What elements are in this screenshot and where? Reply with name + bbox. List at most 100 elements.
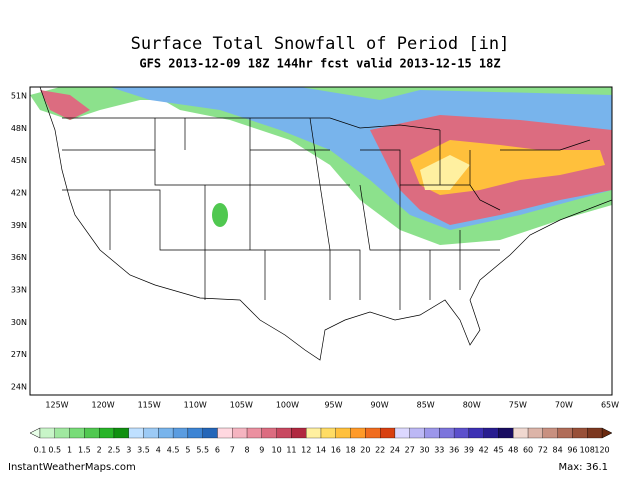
colorbar-box <box>217 427 233 439</box>
map <box>29 86 613 396</box>
lat-label: 36N <box>11 253 27 262</box>
lon-label: 80W <box>463 401 481 410</box>
colorbar-box <box>394 427 410 439</box>
colorbar-box <box>202 427 218 439</box>
colorbar-box <box>498 427 514 439</box>
colorbar-label: 6 <box>215 446 220 455</box>
colorbar-label: 27 <box>405 446 415 455</box>
colorbar-box <box>424 427 440 439</box>
colorbar-box <box>468 427 484 439</box>
colorbar-label: 0.5 <box>48 446 61 455</box>
max-value: Max: 36.1 <box>559 462 609 473</box>
lon-label: 125W <box>45 401 68 410</box>
colorbar-box <box>306 427 322 439</box>
colorbar-box <box>99 427 115 439</box>
snow-rockies <box>212 203 228 227</box>
colorbar-label: 0.1 <box>34 446 47 455</box>
colorbar-box <box>158 427 174 439</box>
colorbar-label: 5.5 <box>196 446 209 455</box>
colorbar-label: 5 <box>185 446 190 455</box>
colorbar-label: 30 <box>419 446 429 455</box>
colorbar-box <box>409 427 425 439</box>
colorbar-box <box>143 427 159 439</box>
lon-label: 65W <box>601 401 619 410</box>
lat-label: 51N <box>11 92 27 101</box>
colorbar-label: 108 <box>580 446 595 455</box>
colorbar-label: 12 <box>301 446 311 455</box>
colorbar-label: 20 <box>360 446 370 455</box>
colorbar-label: 16 <box>331 446 341 455</box>
colorbar-label: 1.5 <box>78 446 91 455</box>
colorbar-label: 18 <box>345 446 355 455</box>
lon-label: 90W <box>371 401 389 410</box>
colorbar-box <box>439 427 455 439</box>
colorbar-box <box>39 427 55 439</box>
subtitle: GFS 2013-12-09 18Z 144hr fcst valid 2013… <box>139 57 500 71</box>
lon-label: 95W <box>324 401 342 410</box>
colorbar-box <box>320 427 336 439</box>
colorbar-label: 36 <box>449 446 459 455</box>
snow-yellow <box>420 155 470 190</box>
lat-label: 39N <box>11 221 27 230</box>
colorbar-label: 8 <box>245 446 250 455</box>
source: InstantWeatherMaps.com <box>8 462 136 473</box>
colorbar-box <box>172 427 189 439</box>
snow-west <box>40 90 90 120</box>
lat-label: 24N <box>11 383 27 392</box>
colorbar-box <box>453 427 470 439</box>
colorbar-label: 33 <box>434 446 444 455</box>
lat-label: 30N <box>11 318 27 327</box>
lat-label: 45N <box>11 156 27 165</box>
colorbar-label: 84 <box>553 446 563 455</box>
colorbar-box <box>54 427 70 439</box>
colorbar-box <box>187 427 203 439</box>
snow-orange <box>410 140 605 195</box>
lat-label: 33N <box>11 286 27 295</box>
lat-label: 48N <box>11 124 27 133</box>
lon-label: 85W <box>417 401 435 410</box>
colorbar-label: 4.5 <box>167 446 180 455</box>
colorbar-label: 39 <box>464 446 474 455</box>
colorbar-label: 7 <box>230 446 235 455</box>
colorbar-box <box>291 427 307 439</box>
colorbar-box <box>232 427 248 439</box>
lon-label: 120W <box>91 401 114 410</box>
colorbar-label: 24 <box>390 446 400 455</box>
colorbar-box <box>261 427 277 439</box>
colorbar-box <box>69 427 85 439</box>
colorbar-box <box>513 427 529 439</box>
lon-label: 70W <box>555 401 573 410</box>
colorbar-box <box>276 427 292 439</box>
colorbar-label: 3.5 <box>137 446 150 455</box>
lon-label: 100W <box>276 401 299 410</box>
colorbar-box <box>128 427 144 439</box>
colorbar-label: 14 <box>316 446 326 455</box>
colorbar-box <box>587 427 603 439</box>
colorbar-box <box>557 427 573 439</box>
lon-label: 105W <box>230 401 253 410</box>
colorbar-box <box>84 427 100 439</box>
colorbar-box <box>335 427 351 439</box>
colorbar-label: 120 <box>594 446 609 455</box>
colorbar-label: 2 <box>97 446 102 455</box>
colorbar-box <box>527 427 543 439</box>
lon-label: 115W <box>138 401 161 410</box>
colorbar-box <box>246 427 262 439</box>
lon-label: 110W <box>184 401 207 410</box>
colorbar-label: 4 <box>156 446 161 455</box>
colorbar-label: 9 <box>259 446 264 455</box>
lon-label: 75W <box>509 401 527 410</box>
colorbar-label: 45 <box>493 446 503 455</box>
colorbar-label: 72 <box>538 446 548 455</box>
colorbar-box <box>572 427 588 439</box>
colorbar-box <box>380 427 396 439</box>
colorbar-label: 3 <box>126 446 131 455</box>
colorbar-label: 10 <box>272 446 282 455</box>
colorbar-label: 22 <box>375 446 385 455</box>
colorbar-label: 60 <box>523 446 533 455</box>
title: Surface Total Snowfall of Period [in] <box>131 34 510 54</box>
lat-label: 27N <box>11 350 27 359</box>
colorbar-box <box>542 427 558 439</box>
colorbar-label: 1 <box>67 446 72 455</box>
